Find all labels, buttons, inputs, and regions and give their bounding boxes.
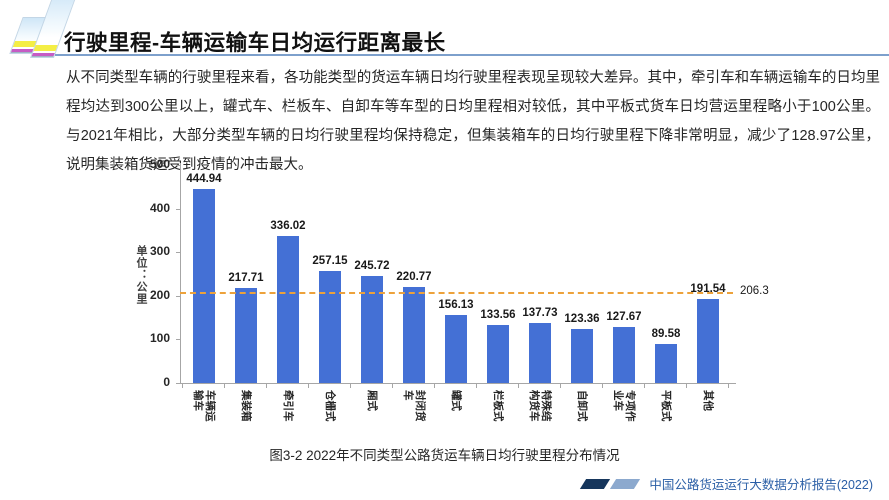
footer: 中国公路货运运行大数据分析报告(2022) bbox=[580, 474, 873, 493]
x-tick-mark bbox=[266, 384, 267, 388]
category-label: 其他 bbox=[676, 390, 740, 411]
bar-value-label: 123.36 bbox=[564, 313, 600, 326]
bar-value-label: 137.73 bbox=[522, 306, 558, 319]
bar bbox=[445, 314, 467, 383]
y-tick-label: 500 bbox=[149, 157, 170, 171]
category-label: 集装箱 bbox=[214, 390, 278, 422]
y-axis-line bbox=[180, 163, 181, 383]
y-tick-mark bbox=[176, 295, 180, 297]
x-tick-mark bbox=[728, 384, 729, 388]
average-dashed-line bbox=[180, 292, 733, 295]
bar bbox=[193, 189, 215, 383]
category-label-text: 仓栅式 bbox=[324, 390, 336, 422]
category-label: 栏板式 bbox=[466, 390, 530, 422]
footer-report-title: 中国公路货运运行大数据分析报告(2022) bbox=[649, 478, 873, 492]
bar bbox=[613, 327, 635, 383]
bar bbox=[235, 288, 257, 383]
x-tick-mark bbox=[560, 384, 561, 388]
y-tick-mark bbox=[176, 339, 180, 341]
y-tick-label: 100 bbox=[149, 331, 170, 346]
x-tick-mark bbox=[686, 384, 687, 388]
bar bbox=[529, 322, 551, 383]
category-label: 仓栅式 bbox=[298, 390, 362, 422]
bar bbox=[697, 299, 719, 383]
category-label: 厢式 bbox=[340, 390, 404, 411]
y-axis-title: 单位：公里 bbox=[135, 245, 147, 305]
bar-value-label: 89.58 bbox=[651, 327, 681, 340]
footer-parallelogram-icon bbox=[580, 478, 611, 489]
category-label: 车辆运输车 bbox=[172, 390, 236, 428]
bar-value-label: 444.94 bbox=[186, 173, 222, 185]
x-tick-mark bbox=[182, 384, 183, 388]
category-label: 特殊结构货车 bbox=[508, 390, 572, 428]
x-tick-mark bbox=[476, 384, 477, 388]
bar bbox=[361, 275, 383, 383]
category-label-text: 专项作业车 bbox=[612, 390, 636, 422]
category-label: 封闭货车 bbox=[382, 390, 446, 428]
category-label-text: 特殊结构货车 bbox=[528, 390, 552, 422]
bar-value-label: 336.02 bbox=[270, 220, 306, 233]
x-tick-mark bbox=[518, 384, 519, 388]
x-axis-line bbox=[178, 383, 736, 384]
y-tick-mark bbox=[176, 208, 180, 210]
bar-value-label: 245.72 bbox=[354, 259, 390, 272]
bar-value-label: 127.67 bbox=[606, 311, 642, 324]
summary-paragraph: 从不同类型车辆的行驶里程来看，各功能类型的货运车辆日均行驶里程表现呈现较大差异。… bbox=[66, 70, 880, 173]
x-tick-mark bbox=[644, 384, 645, 388]
y-tick-mark bbox=[176, 383, 180, 384]
category-label: 自卸式 bbox=[550, 390, 614, 422]
category-label-text: 厢式 bbox=[366, 390, 378, 411]
bar-value-label: 156.13 bbox=[438, 298, 474, 311]
y-tick-label: 0 bbox=[163, 375, 170, 389]
category-label-text: 集装箱 bbox=[240, 390, 252, 422]
x-tick-mark bbox=[350, 384, 351, 388]
bar-value-label: 217.71 bbox=[228, 272, 264, 285]
figure-caption: 图3-2 2022年不同类型公路货运车辆日均行驶里程分布情况 bbox=[269, 448, 620, 463]
category-label: 平板式 bbox=[634, 390, 698, 422]
category-label-text: 平板式 bbox=[660, 390, 672, 422]
bar-value-label: 220.77 bbox=[396, 270, 432, 283]
y-tick-label: 200 bbox=[149, 287, 170, 302]
bar bbox=[655, 343, 677, 383]
bar-value-label: 257.15 bbox=[312, 254, 348, 267]
category-label-text: 栏板式 bbox=[492, 390, 504, 422]
category-label-text: 车辆运输车 bbox=[192, 390, 216, 422]
y-tick-label: 400 bbox=[149, 200, 170, 215]
category-label: 牵引车 bbox=[256, 390, 320, 422]
page-title: 行驶里程-车辆运输车日均运行距离最长 bbox=[64, 31, 446, 55]
bar bbox=[403, 286, 425, 383]
y-tick-mark bbox=[176, 252, 180, 254]
bar bbox=[487, 324, 509, 383]
category-label-text: 其他 bbox=[702, 390, 714, 411]
x-tick-mark bbox=[602, 384, 603, 388]
x-tick-mark bbox=[434, 384, 435, 388]
y-tick-mark bbox=[176, 165, 180, 166]
footer-parallelogram-icon bbox=[610, 478, 641, 489]
category-label-text: 牵引车 bbox=[282, 390, 294, 422]
bar bbox=[277, 236, 299, 383]
category-label: 专项作业车 bbox=[592, 390, 656, 428]
average-line-label: 206.3 bbox=[740, 285, 769, 298]
bar bbox=[319, 270, 341, 383]
x-tick-mark bbox=[308, 384, 309, 388]
x-tick-mark bbox=[224, 384, 225, 388]
y-tick-label: 300 bbox=[149, 244, 170, 259]
category-label-text: 封闭货车 bbox=[402, 390, 426, 422]
x-tick-mark bbox=[392, 384, 393, 388]
category-label-text: 自卸式 bbox=[576, 390, 588, 422]
header-divider bbox=[55, 54, 889, 56]
bar-value-label: 133.56 bbox=[480, 308, 516, 321]
category-label: 罐式 bbox=[424, 390, 488, 411]
bar bbox=[571, 329, 593, 383]
category-label-text: 罐式 bbox=[450, 390, 462, 411]
